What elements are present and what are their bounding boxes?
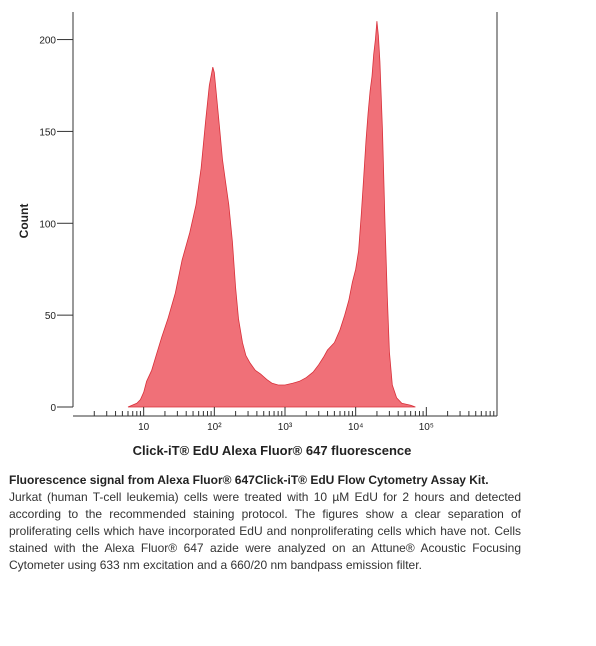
x-tick-label: 10² bbox=[207, 422, 222, 433]
plot-frame bbox=[72, 12, 498, 417]
y-tick-label: 50 bbox=[45, 311, 57, 322]
y-axis: 0 50 100 150 200 bbox=[39, 36, 73, 414]
x-tick-label: 10⁵ bbox=[419, 422, 434, 433]
y-tick-label: 200 bbox=[39, 36, 56, 47]
x-tick-label: 10⁴ bbox=[348, 422, 363, 433]
caption-title: Fluorescence signal from Alexa Fluor® 64… bbox=[9, 473, 489, 487]
histogram-area-0 bbox=[127, 21, 416, 408]
caption-body: Jurkat (human T-cell leukemia) cells wer… bbox=[9, 490, 521, 572]
x-axis: 10 10² 10³ 10⁴ 10⁵ bbox=[93, 407, 495, 433]
y-tick-label: 0 bbox=[50, 403, 56, 414]
x-axis-label: Click-iT® EdU Alexa Fluor® 647 fluoresce… bbox=[133, 443, 412, 458]
figure-caption: Fluorescence signal from Alexa Fluor® 64… bbox=[9, 472, 521, 574]
histogram-chart: 0 50 100 150 200 10 10² 10³ 10⁴ 10⁵ Count Click-… bbox=[17, 12, 498, 458]
histogram-figure: 0 50 100 150 200 10 10² 10³ 10⁴ 10⁵ Count Click-… bbox=[17, 12, 498, 458]
y-tick-label: 100 bbox=[39, 219, 56, 230]
histogram-series bbox=[127, 21, 416, 408]
x-tick-label: 10³ bbox=[278, 422, 293, 433]
y-tick-label: 150 bbox=[39, 127, 56, 138]
y-axis-label: Count bbox=[17, 204, 31, 239]
x-tick-label: 10 bbox=[138, 422, 150, 433]
